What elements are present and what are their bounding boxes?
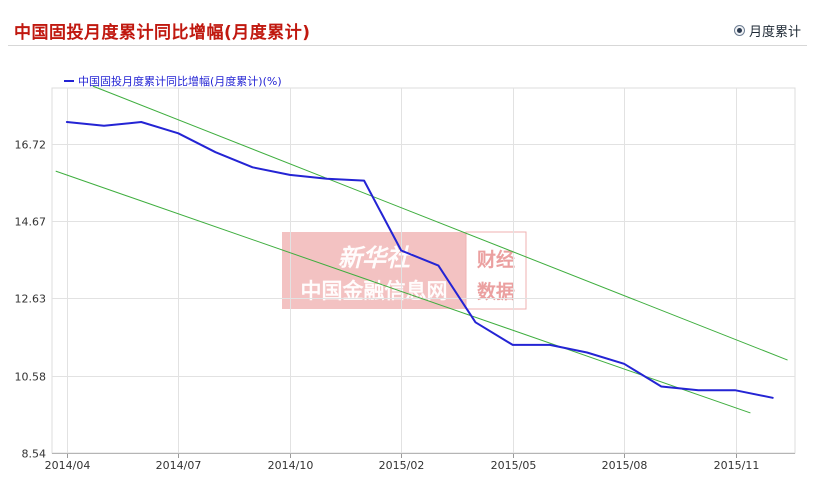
x-tick-label: 2014/10	[268, 459, 314, 472]
data-point[interactable]	[621, 361, 627, 367]
upper-trendline	[92, 85, 788, 361]
data-point[interactable]	[64, 119, 70, 125]
x-tick-label: 2014/04	[45, 459, 91, 472]
y-tick-label: 10.58	[15, 371, 47, 384]
x-tick-label: 2015/11	[714, 459, 760, 472]
data-point[interactable]	[695, 387, 701, 393]
data-point[interactable]	[658, 383, 664, 389]
legend-series-label: 中国固投月度累计同比增幅(月度累计)(%)	[78, 75, 282, 88]
legend-line-swatch	[64, 80, 74, 82]
y-tick-label: 8.54	[22, 448, 47, 461]
watermark-tag-line2: 数据	[477, 280, 515, 303]
watermark-left-panel	[282, 232, 466, 309]
period-option[interactable]: 月度累计	[733, 21, 801, 40]
series-line	[65, 121, 774, 399]
data-point[interactable]	[435, 263, 441, 269]
chart-legend: 中国固投月度累计同比增幅(月度累计)(%)	[64, 73, 282, 89]
watermark-tag-line1: 财经	[477, 248, 515, 271]
data-point[interactable]	[584, 349, 590, 355]
data-point[interactable]	[175, 130, 181, 136]
header-divider	[8, 45, 807, 46]
x-tick-label: 2015/08	[602, 459, 648, 472]
data-point[interactable]	[287, 172, 293, 178]
data-point[interactable]	[101, 123, 107, 129]
data-point[interactable]	[547, 342, 553, 348]
data-point[interactable]	[138, 119, 144, 125]
data-point[interactable]	[250, 164, 256, 170]
data-point[interactable]	[212, 149, 218, 155]
y-tick-label: 16.72	[15, 139, 47, 152]
watermark: 新华社 中国金融信息网 财经 数据	[282, 231, 527, 310]
chart-header: 中国固投月度累计同比增幅(月度累计) 月度累计	[0, 0, 815, 46]
x-tick-label: 2014/07	[156, 459, 202, 472]
lower-trendline	[55, 170, 751, 414]
data-point[interactable]	[473, 319, 479, 325]
x-tick-label: 2015/02	[379, 459, 425, 472]
data-point[interactable]	[770, 395, 776, 401]
data-point[interactable]	[398, 247, 404, 253]
page-title: 中国固投月度累计同比增幅(月度累计)	[14, 23, 311, 43]
data-point[interactable]	[510, 342, 516, 348]
data-point[interactable]	[733, 387, 739, 393]
x-tick-label: 2015/05	[491, 459, 537, 472]
period-radio-button[interactable]	[733, 25, 745, 36]
plot-area: 8.54 10.58 12.63 14.67 16.72 2014/04 2014/07 20…	[15, 85, 796, 472]
data-point[interactable]	[324, 176, 330, 182]
period-radio-label[interactable]: 月度累计	[748, 25, 801, 40]
y-tick-label: 14.67	[15, 216, 47, 229]
y-tick-label: 12.63	[15, 293, 47, 306]
data-point[interactable]	[361, 178, 367, 184]
